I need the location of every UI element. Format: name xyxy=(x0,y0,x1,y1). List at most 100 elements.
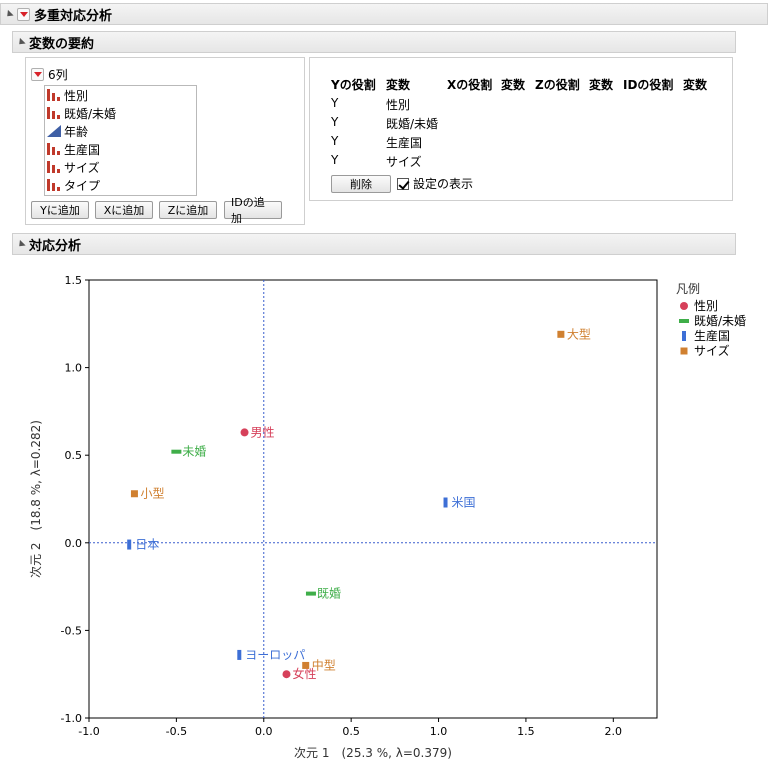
point-label: 米国 xyxy=(452,496,476,510)
y-tick-label: 1.5 xyxy=(65,274,83,287)
column-label: 生産国 xyxy=(64,142,101,157)
disclosure-icon[interactable] xyxy=(16,239,26,249)
variable-cell: 生産国 xyxy=(386,136,423,150)
role-header: Zの役割 xyxy=(535,78,580,92)
variable-cell: 既婚/未婚 xyxy=(386,117,439,131)
correspondence-header: 対応分析 xyxy=(12,233,736,255)
legend-title: 凡例 xyxy=(676,282,700,296)
role-header: Xの役割 xyxy=(447,78,493,92)
add-x-button[interactable]: Xに追加 xyxy=(95,201,153,219)
variable-cell: サイズ xyxy=(386,155,422,169)
y-tick-label: -0.5 xyxy=(61,624,82,637)
column-count: 6列 xyxy=(48,68,68,82)
data-point[interactable] xyxy=(282,670,291,679)
y-tick-label: 1.0 xyxy=(65,362,83,375)
column-item[interactable]: 年齢 xyxy=(45,122,196,140)
legend-entry: サイズ xyxy=(694,343,730,358)
variable-cell: 性別 xyxy=(386,98,411,112)
point-label: 未婚 xyxy=(182,445,206,459)
data-point[interactable] xyxy=(302,661,310,669)
role-header: 変数 xyxy=(589,78,614,92)
legend-entry: 性別 xyxy=(694,299,718,313)
x-tick-label: 1.0 xyxy=(430,725,448,738)
x-tick-label: 0.0 xyxy=(255,725,273,738)
data-point[interactable] xyxy=(130,490,138,498)
role-header: Yの役割 xyxy=(331,78,376,92)
x-axis-label: 次元 1 (25.3 %, λ=0.379) xyxy=(294,746,452,760)
correspondence-plot: -1.0 -0.5 0.0 0.5 1.0 1.5 2.0 -1.0 -0.5 0.0 0.5 1.0… xyxy=(29,274,746,760)
report-title: 多重対応分析 xyxy=(34,8,113,24)
column-label: 性別 xyxy=(64,88,89,103)
column-listbox[interactable]: 性別 既婚/未婚 年齢 生産国 サイズ タイプ xyxy=(44,85,197,196)
data-point[interactable] xyxy=(240,428,249,437)
point-label: 女性 xyxy=(292,666,316,681)
x-tick-label: 1.5 xyxy=(517,725,535,738)
column-label: タイプ xyxy=(64,178,101,193)
point-label: 小型 xyxy=(140,487,164,501)
nominal-icon xyxy=(47,89,61,101)
legend-marker[interactable] xyxy=(679,319,689,323)
legend-marker[interactable] xyxy=(680,302,688,310)
nominal-icon xyxy=(47,161,61,173)
column-label: サイズ xyxy=(64,160,100,175)
variable-summary-title: 変数の要約 xyxy=(29,36,95,52)
role-header: 変数 xyxy=(683,78,708,92)
x-tick-label: -0.5 xyxy=(166,725,187,738)
data-point[interactable] xyxy=(127,539,132,550)
nominal-icon xyxy=(47,107,61,119)
data-point[interactable] xyxy=(305,591,316,596)
red-triangle-menu-icon[interactable] xyxy=(31,68,44,81)
data-point[interactable] xyxy=(557,330,565,338)
column-label: 既婚/未婚 xyxy=(64,106,117,121)
role-cell: Y xyxy=(331,96,339,110)
plot-frame xyxy=(88,279,658,719)
point-label: ヨーロッパ xyxy=(245,648,305,662)
point-label: 日本 xyxy=(135,538,159,552)
y-tick-label: 0.5 xyxy=(65,449,83,462)
x-tick-label: -1.0 xyxy=(78,725,99,738)
legend-marker[interactable] xyxy=(680,347,688,355)
y-tick-label: -1.0 xyxy=(61,712,82,725)
continuous-icon xyxy=(47,125,61,137)
report-header: 多重対応分析 xyxy=(0,3,768,25)
column-item[interactable]: サイズ xyxy=(45,158,196,176)
role-header: IDの役割 xyxy=(623,78,674,92)
axis-ticks: -1.0 -0.5 0.0 0.5 1.0 1.5 2.0 -1.0 -0.5 0.0 0.5 1.0… xyxy=(61,274,623,738)
disclosure-icon[interactable] xyxy=(4,9,14,19)
point-label: 男性 xyxy=(251,425,275,439)
red-triangle-menu-icon[interactable] xyxy=(17,7,30,21)
x-tick-label: 2.0 xyxy=(605,725,623,738)
data-point[interactable] xyxy=(237,649,242,660)
nominal-icon xyxy=(47,143,61,155)
point-label: 大型 xyxy=(567,327,591,341)
column-label: 年齢 xyxy=(64,124,89,139)
variable-summary-header: 変数の要約 xyxy=(12,31,736,53)
x-tick-label: 0.5 xyxy=(342,725,360,738)
disclosure-icon[interactable] xyxy=(16,37,26,47)
add-z-button[interactable]: Zに追加 xyxy=(159,201,217,219)
column-item[interactable]: 既婚/未婚 xyxy=(45,104,196,122)
delete-button[interactable]: 削除 xyxy=(331,175,391,193)
legend-entry: 生産国 xyxy=(694,328,730,343)
show-settings-checkbox[interactable] xyxy=(397,177,409,190)
role-cell: Y xyxy=(331,134,339,148)
data-point[interactable] xyxy=(171,449,182,454)
role-cell: Y xyxy=(331,115,339,129)
nominal-icon xyxy=(47,179,61,191)
role-header: 変数 xyxy=(386,78,411,92)
add-y-button[interactable]: Yに追加 xyxy=(31,201,89,219)
column-item[interactable]: 性別 xyxy=(45,86,196,104)
column-item[interactable]: タイプ xyxy=(45,176,196,194)
add-id-button[interactable]: IDの追加 xyxy=(224,196,282,225)
show-settings-label: 設定の表示 xyxy=(413,177,474,191)
column-item[interactable]: 生産国 xyxy=(45,140,196,158)
y-tick-label: 0.0 xyxy=(65,537,83,550)
role-cell: Y xyxy=(331,153,339,167)
role-header: 変数 xyxy=(501,78,526,92)
legend-marker[interactable] xyxy=(682,331,686,341)
correspondence-title: 対応分析 xyxy=(29,238,82,254)
data-point[interactable] xyxy=(443,497,448,508)
show-settings-row: 設定の表示 xyxy=(397,175,473,192)
